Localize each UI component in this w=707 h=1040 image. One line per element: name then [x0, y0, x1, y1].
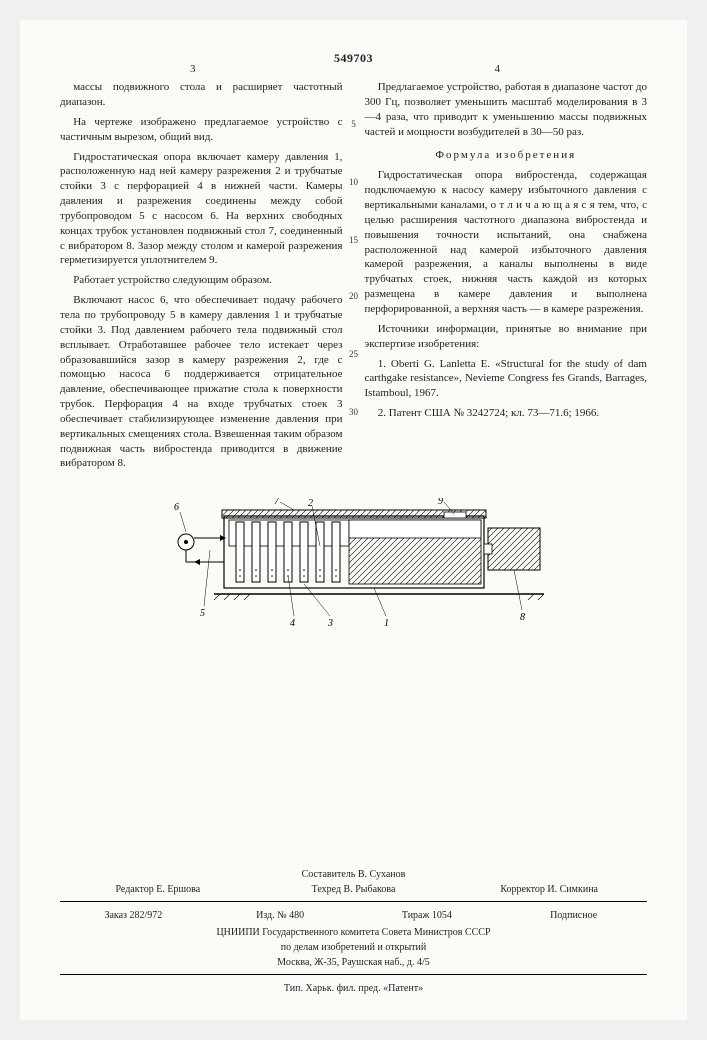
column-page-number: 3 — [190, 62, 196, 77]
figure-label: 3 — [327, 618, 333, 629]
formula-title: Формула изобретения — [365, 148, 648, 163]
figure-label: 8 — [520, 612, 525, 623]
line-number: 15 — [348, 234, 360, 246]
subscription: Подписное — [500, 908, 647, 923]
paragraph: Включают насос 6, что обеспечивает подач… — [60, 293, 343, 471]
left-column: 3 массы подвижного стола и расширяет час… — [60, 80, 343, 476]
column-page-number: 4 — [494, 62, 500, 77]
figure-label: 9 — [438, 498, 443, 507]
print-run: Тираж 1054 — [354, 908, 501, 923]
figure-container: 1 2 3 4 5 6 7 8 9 — [60, 498, 647, 638]
corrector: Корректор И. Симкина — [451, 882, 647, 897]
line-number: 10 — [348, 176, 360, 188]
figure-label: 5 — [200, 608, 205, 619]
drawing-svg: 1 2 3 4 5 6 7 8 9 — [144, 498, 564, 638]
figure-label: 7 — [274, 498, 280, 507]
document-number: 549703 — [60, 50, 647, 66]
paragraph: Источники информации, принятые во вниман… — [365, 322, 648, 352]
address-line: Москва, Ж-35, Раушская наб., д. 4/5 — [60, 955, 647, 970]
line-number: 30 — [348, 406, 360, 418]
divider — [60, 901, 647, 902]
paragraph: Гидростатическая опора включает камеру д… — [60, 150, 343, 269]
paragraph: Предлагаемое устройство, работая в диапа… — [365, 80, 648, 139]
paragraph: Гидростатическая опора вибростенда, соде… — [365, 168, 648, 316]
edition-number: Изд. № 480 — [207, 908, 354, 923]
line-number: 20 — [348, 290, 360, 302]
text-columns: 5 10 15 20 25 30 3 массы подвижного стол… — [60, 80, 647, 476]
footer-colophon: Составитель В. Суханов Редактор Е. Ершов… — [60, 867, 647, 996]
page: 549703 5 10 15 20 25 30 3 массы подвижно… — [20, 20, 687, 1020]
figure-label: 1 — [384, 618, 389, 629]
reference: 1. Oberti G. Lanletta E. «Structural for… — [365, 357, 648, 402]
techred: Техред В. Рыбакова — [256, 882, 452, 897]
editor: Редактор Е. Ершова — [60, 882, 256, 897]
divider — [60, 974, 647, 975]
right-column: 4 Предлагаемое устройство, работая в диа… — [365, 80, 648, 476]
compiler-line: Составитель В. Суханов — [60, 867, 647, 882]
reference: 2. Патент США № 3242724; кл. 73—71.6; 19… — [365, 406, 648, 421]
technical-drawing: 1 2 3 4 5 6 7 8 9 — [144, 498, 564, 638]
paragraph: массы подвижного стола и расширяет часто… — [60, 80, 343, 110]
line-number: 25 — [348, 348, 360, 360]
order-number: Заказ 282/972 — [60, 908, 207, 923]
org-line: ЦНИИПИ Государственного комитета Совета … — [60, 925, 647, 940]
printer-line: Тип. Харьк. фил. пред. «Патент» — [60, 981, 647, 996]
figure-label: 2 — [308, 498, 313, 509]
org-line: по делам изобретений и открытий — [60, 940, 647, 955]
figure-label: 6 — [174, 502, 179, 513]
paragraph: На чертеже изображено предлагаемое устро… — [60, 115, 343, 145]
print-row: Заказ 282/972 Изд. № 480 Тираж 1054 Подп… — [60, 908, 647, 923]
editor-row: Редактор Е. Ершова Техред В. Рыбакова Ко… — [60, 882, 647, 897]
figure-label: 4 — [290, 618, 295, 629]
line-number: 5 — [348, 118, 360, 130]
paragraph: Работает устройство следующим образом. — [60, 273, 343, 288]
